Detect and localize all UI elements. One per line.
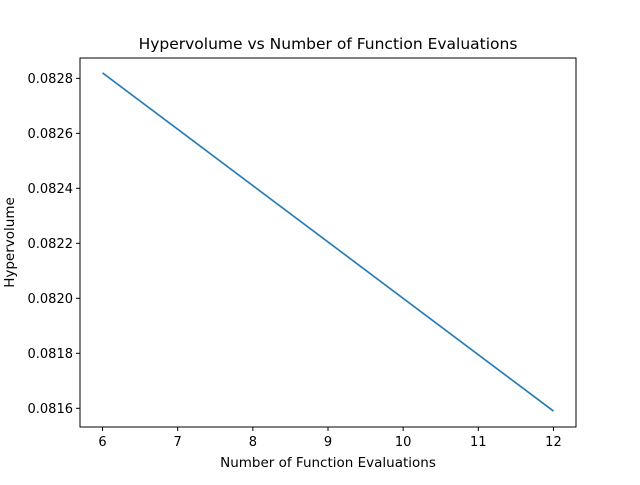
x-tick-label: 9 (324, 435, 332, 450)
x-tick-label: 6 (98, 435, 106, 450)
x-tick-label: 12 (545, 435, 562, 450)
y-tick-label: 0.0816 (28, 402, 74, 417)
series-line-0 (102, 72, 554, 412)
y-tick-label: 0.0822 (28, 237, 74, 252)
y-axis-ticks: 0.0816 0.0818 0.0820 0.0822 0.0824 0.0826 0.08… (28, 72, 80, 417)
x-tick-label: 11 (470, 435, 487, 450)
x-tick-label: 8 (249, 435, 257, 450)
y-tick-label: 0.0824 (28, 182, 74, 197)
y-tick-label: 0.0818 (28, 347, 74, 362)
y-tick-label: 0.0826 (28, 127, 74, 142)
x-tick-label: 10 (395, 435, 412, 450)
chart-title: Hypervolume vs Number of Function Evalua… (139, 35, 518, 53)
series-layer (102, 72, 554, 412)
y-tick-label: 0.0820 (28, 292, 74, 307)
x-axis-label: Number of Function Evaluations (220, 455, 436, 471)
x-axis-ticks: 6 7 8 9 10 11 12 (98, 427, 562, 450)
y-tick-label: 0.0828 (28, 72, 74, 87)
x-tick-label: 7 (174, 435, 182, 450)
y-axis-label: Hypervolume (2, 197, 18, 288)
